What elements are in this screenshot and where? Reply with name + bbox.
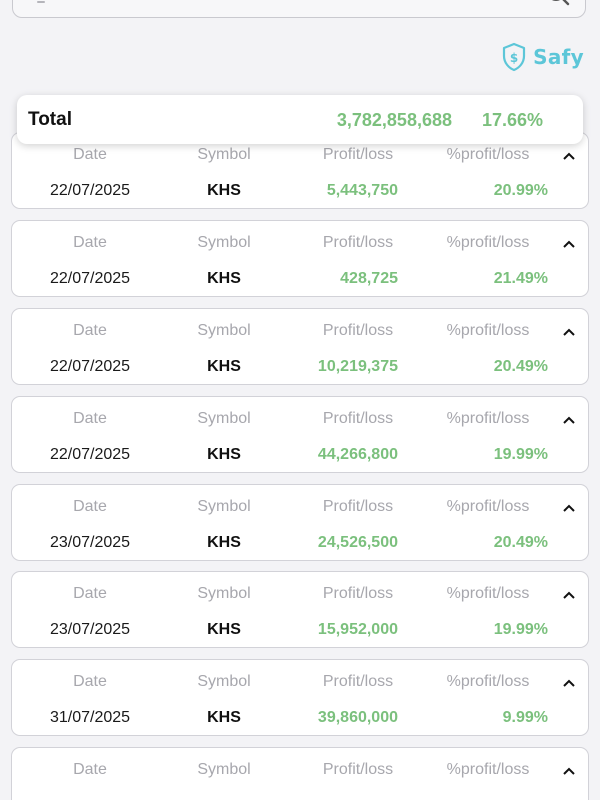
percent-profit-loss-header: %profit/loss bbox=[446, 498, 530, 515]
record-percent: 20.49% bbox=[493, 358, 548, 375]
percent-profit-loss-header: %profit/loss bbox=[446, 761, 530, 778]
record-card[interactable]: Date Symbol Profit/loss %profit/loss 22/… bbox=[11, 220, 589, 297]
search-placeholder bbox=[37, 1, 45, 3]
record-percent: 9.99% bbox=[502, 709, 548, 726]
percent-profit-loss-header: %profit/loss bbox=[446, 410, 530, 427]
record-date: 22/07/2025 bbox=[49, 446, 131, 463]
record-date: 22/07/2025 bbox=[49, 182, 131, 199]
date-header: Date bbox=[73, 585, 107, 602]
profit-loss-header: Profit/loss bbox=[322, 761, 394, 778]
chevron-up-icon[interactable] bbox=[562, 588, 576, 602]
total-summary: Total 3,782,858,688 17.66% bbox=[17, 95, 583, 144]
profit-loss-header: Profit/loss bbox=[322, 322, 394, 339]
chevron-up-icon[interactable] bbox=[562, 325, 576, 339]
total-label: Total bbox=[28, 109, 72, 130]
record-profit-loss: 24,526,500 bbox=[317, 534, 398, 551]
record-date: 22/07/2025 bbox=[49, 270, 131, 287]
symbol-header: Symbol bbox=[197, 498, 251, 515]
percent-profit-loss-header: %profit/loss bbox=[446, 322, 530, 339]
record-card[interactable]: Date Symbol Profit/loss %profit/loss 22/… bbox=[11, 308, 589, 385]
chevron-up-icon[interactable] bbox=[562, 237, 576, 251]
chevron-up-icon[interactable] bbox=[562, 764, 576, 778]
record-profit-loss: 10,219,375 bbox=[317, 358, 398, 375]
record-date: 23/07/2025 bbox=[49, 621, 131, 638]
total-percent: 17.66% bbox=[481, 110, 543, 130]
record-percent: 21.49% bbox=[493, 270, 548, 287]
symbol-header: Symbol bbox=[197, 322, 251, 339]
chevron-up-icon[interactable] bbox=[562, 413, 576, 427]
record-symbol: KHS bbox=[207, 182, 241, 199]
record-percent: 20.49% bbox=[493, 534, 548, 551]
shield-dollar-icon: $ bbox=[503, 42, 526, 72]
record-profit-loss: 44,266,800 bbox=[317, 446, 398, 463]
record-percent: 19.99% bbox=[493, 446, 548, 463]
record-symbol: KHS bbox=[207, 446, 241, 463]
date-header: Date bbox=[73, 234, 107, 251]
percent-profit-loss-header: %profit/loss bbox=[446, 146, 530, 163]
record-symbol: KHS bbox=[207, 534, 241, 551]
brand-name: Safy bbox=[533, 45, 584, 69]
record-date: 31/07/2025 bbox=[49, 709, 131, 726]
chevron-up-icon[interactable] bbox=[562, 676, 576, 690]
record-symbol: KHS bbox=[207, 358, 241, 375]
date-header: Date bbox=[73, 673, 107, 690]
symbol-header: Symbol bbox=[197, 673, 251, 690]
profit-loss-header: Profit/loss bbox=[322, 673, 394, 690]
record-symbol: KHS bbox=[207, 270, 241, 287]
symbol-header: Symbol bbox=[197, 410, 251, 427]
percent-profit-loss-header: %profit/loss bbox=[446, 585, 530, 602]
profit-loss-header: Profit/loss bbox=[322, 585, 394, 602]
profit-loss-header: Profit/loss bbox=[322, 146, 394, 163]
svg-text:$: $ bbox=[510, 51, 518, 65]
percent-profit-loss-header: %profit/loss bbox=[446, 234, 530, 251]
date-header: Date bbox=[73, 410, 107, 427]
brand-logo: $ Safy bbox=[501, 40, 584, 74]
chevron-up-icon[interactable] bbox=[562, 501, 576, 515]
record-card[interactable]: Date Symbol Profit/loss %profit/loss 23/… bbox=[11, 571, 589, 648]
symbol-header: Symbol bbox=[197, 146, 251, 163]
record-symbol: KHS bbox=[207, 709, 241, 726]
date-header: Date bbox=[73, 761, 107, 778]
record-profit-loss: 39,860,000 bbox=[317, 709, 398, 726]
profit-loss-header: Profit/loss bbox=[322, 410, 394, 427]
date-header: Date bbox=[73, 322, 107, 339]
search-input[interactable] bbox=[12, 0, 586, 18]
record-percent: 20.99% bbox=[493, 182, 548, 199]
record-card[interactable]: Date Symbol Profit/loss %profit/loss 31/… bbox=[11, 659, 589, 736]
symbol-header: Symbol bbox=[197, 234, 251, 251]
date-header: Date bbox=[73, 146, 107, 163]
record-profit-loss: 15,952,000 bbox=[317, 621, 398, 638]
symbol-header: Symbol bbox=[197, 761, 251, 778]
record-percent: 19.99% bbox=[493, 621, 548, 638]
percent-profit-loss-header: %profit/loss bbox=[446, 673, 530, 690]
record-date: 22/07/2025 bbox=[49, 358, 131, 375]
record-profit-loss: 428,725 bbox=[340, 270, 398, 287]
record-date: 23/07/2025 bbox=[49, 534, 131, 551]
record-profit-loss: 5,443,750 bbox=[326, 182, 398, 199]
record-symbol: KHS bbox=[207, 621, 241, 638]
total-amount: 3,782,858,688 bbox=[336, 110, 452, 130]
date-header: Date bbox=[73, 498, 107, 515]
search-icon[interactable] bbox=[547, 0, 571, 15]
record-card[interactable]: Date Symbol Profit/loss %profit/loss 23/… bbox=[11, 484, 589, 561]
symbol-header: Symbol bbox=[197, 585, 251, 602]
profit-loss-header: Profit/loss bbox=[322, 234, 394, 251]
record-card[interactable]: Date Symbol Profit/loss %profit/loss bbox=[11, 747, 589, 800]
record-card[interactable]: Date Symbol Profit/loss %profit/loss 22/… bbox=[11, 396, 589, 473]
profit-loss-header: Profit/loss bbox=[322, 498, 394, 515]
chevron-up-icon[interactable] bbox=[562, 149, 576, 163]
